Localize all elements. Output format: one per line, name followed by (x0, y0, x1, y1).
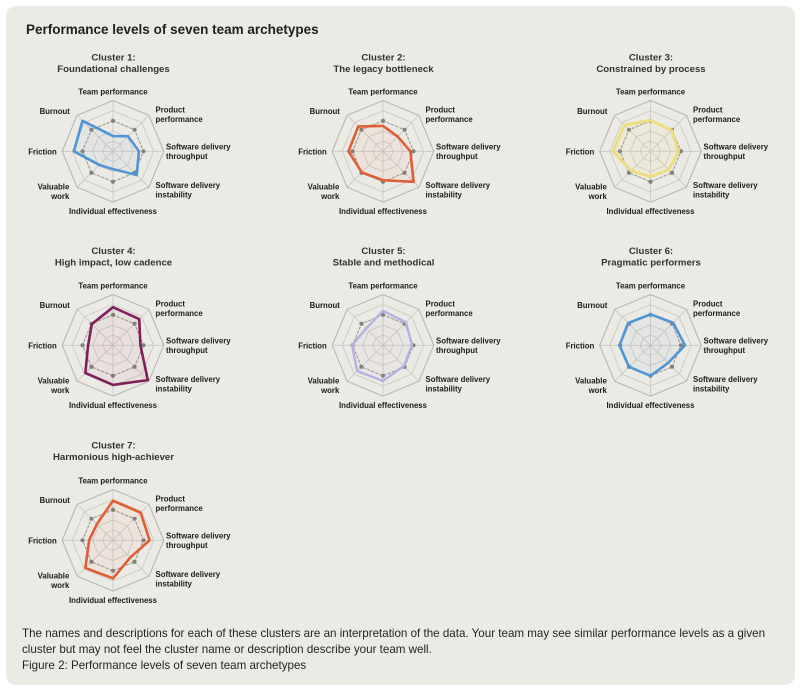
svg-text:Friction: Friction (28, 147, 57, 156)
svg-text:instability: instability (693, 191, 730, 200)
svg-text:Individual effectiveness: Individual effectiveness (607, 207, 696, 216)
svg-text:throughput: throughput (436, 346, 478, 355)
svg-text:Cluster 3:: Cluster 3: (629, 53, 673, 64)
svg-text:work: work (320, 386, 340, 395)
svg-text:work: work (320, 192, 340, 201)
svg-text:Individual effectiveness: Individual effectiveness (607, 401, 696, 410)
svg-text:Harmonious high-achiever: Harmonious high-achiever (53, 452, 174, 463)
svg-text:Software delivery: Software delivery (156, 375, 221, 384)
svg-text:Product: Product (156, 300, 186, 309)
svg-text:Software delivery: Software delivery (693, 181, 758, 190)
svg-text:Valuable: Valuable (308, 377, 340, 386)
svg-text:throughput: throughput (704, 152, 746, 161)
svg-text:throughput: throughput (166, 346, 208, 355)
svg-text:Cluster 5:: Cluster 5: (361, 246, 405, 257)
svg-text:Product: Product (693, 300, 723, 309)
svg-text:throughput: throughput (436, 152, 478, 161)
svg-text:Individual effectiveness: Individual effectiveness (69, 401, 158, 410)
svg-text:Valuable: Valuable (38, 572, 70, 581)
svg-text:performance: performance (693, 115, 741, 124)
svg-text:performance: performance (156, 504, 204, 513)
svg-text:work: work (50, 581, 70, 590)
svg-text:Team performance: Team performance (78, 87, 148, 96)
svg-text:Software delivery: Software delivery (426, 181, 491, 190)
svg-text:instability: instability (426, 191, 463, 200)
svg-text:work: work (588, 386, 608, 395)
svg-text:throughput: throughput (166, 541, 208, 550)
svg-text:instability: instability (693, 385, 730, 394)
svg-text:Cluster 7:: Cluster 7: (91, 441, 135, 452)
svg-text:Burnout: Burnout (310, 107, 341, 116)
svg-text:Individual effectiveness: Individual effectiveness (339, 207, 428, 216)
svg-text:Friction: Friction (28, 341, 57, 350)
svg-text:work: work (50, 386, 70, 395)
svg-text:Team performance: Team performance (348, 281, 418, 290)
svg-text:instability: instability (156, 580, 193, 589)
svg-text:Software delivery: Software delivery (704, 143, 769, 152)
svg-text:performance: performance (426, 115, 474, 124)
svg-text:Friction: Friction (566, 147, 595, 156)
svg-text:Friction: Friction (298, 341, 327, 350)
svg-text:performance: performance (156, 115, 204, 124)
svg-text:Software delivery: Software delivery (693, 375, 758, 384)
svg-text:Team performance: Team performance (78, 476, 148, 485)
svg-text:Software delivery: Software delivery (166, 337, 231, 346)
svg-text:Burnout: Burnout (577, 107, 608, 116)
svg-text:Cluster 4:: Cluster 4: (91, 246, 135, 257)
svg-text:Friction: Friction (298, 147, 327, 156)
svg-text:Cluster 6:: Cluster 6: (629, 246, 673, 257)
svg-text:Software delivery: Software delivery (436, 143, 501, 152)
svg-text:instability: instability (156, 385, 193, 394)
svg-text:Pragmatic performers: Pragmatic performers (601, 257, 701, 268)
svg-text:Team performance: Team performance (616, 87, 686, 96)
svg-text:throughput: throughput (166, 152, 208, 161)
svg-text:Valuable: Valuable (38, 183, 70, 192)
svg-text:instability: instability (156, 191, 193, 200)
svg-text:Team performance: Team performance (616, 281, 686, 290)
svg-text:Product: Product (426, 300, 456, 309)
svg-text:Valuable: Valuable (38, 377, 70, 386)
svg-text:Product: Product (426, 106, 456, 115)
svg-text:work: work (50, 192, 70, 201)
svg-text:Software delivery: Software delivery (166, 532, 231, 541)
svg-text:Team performance: Team performance (78, 281, 148, 290)
svg-text:Valuable: Valuable (575, 377, 607, 386)
svg-text:Software delivery: Software delivery (426, 375, 491, 384)
svg-text:High impact, low cadence: High impact, low cadence (55, 257, 172, 268)
svg-text:Software delivery: Software delivery (704, 337, 769, 346)
svg-text:Burnout: Burnout (40, 301, 71, 310)
svg-text:performance: performance (156, 309, 204, 318)
svg-text:Software delivery: Software delivery (436, 337, 501, 346)
svg-text:Software delivery: Software delivery (156, 181, 221, 190)
svg-text:instability: instability (426, 385, 463, 394)
svg-text:Individual effectiveness: Individual effectiveness (69, 207, 158, 216)
svg-text:Burnout: Burnout (40, 496, 71, 505)
svg-text:Software delivery: Software delivery (156, 570, 221, 579)
svg-text:Product: Product (156, 106, 186, 115)
svg-text:throughput: throughput (704, 346, 746, 355)
svg-text:work: work (588, 192, 608, 201)
svg-text:Foundational challenges: Foundational challenges (57, 64, 169, 75)
svg-text:Stable and methodical: Stable and methodical (333, 257, 435, 268)
svg-text:Constrained by process: Constrained by process (596, 64, 705, 75)
svg-text:Cluster 2:: Cluster 2: (361, 53, 405, 64)
svg-text:Burnout: Burnout (40, 107, 71, 116)
svg-text:Individual effectiveness: Individual effectiveness (69, 596, 158, 605)
svg-text:The legacy bottleneck: The legacy bottleneck (333, 64, 434, 75)
svg-text:performance: performance (426, 309, 474, 318)
svg-text:Individual effectiveness: Individual effectiveness (339, 401, 428, 410)
svg-text:Cluster 1:: Cluster 1: (91, 53, 135, 64)
svg-text:Software delivery: Software delivery (166, 143, 231, 152)
svg-text:Team performance: Team performance (348, 87, 418, 96)
svg-text:Valuable: Valuable (575, 183, 607, 192)
svg-text:Burnout: Burnout (577, 301, 608, 310)
svg-text:Valuable: Valuable (308, 183, 340, 192)
svg-text:Friction: Friction (566, 341, 595, 350)
svg-text:Burnout: Burnout (310, 301, 341, 310)
svg-text:performance: performance (693, 309, 741, 318)
svg-text:Product: Product (693, 106, 723, 115)
svg-text:Product: Product (156, 495, 186, 504)
svg-text:Friction: Friction (28, 536, 57, 545)
